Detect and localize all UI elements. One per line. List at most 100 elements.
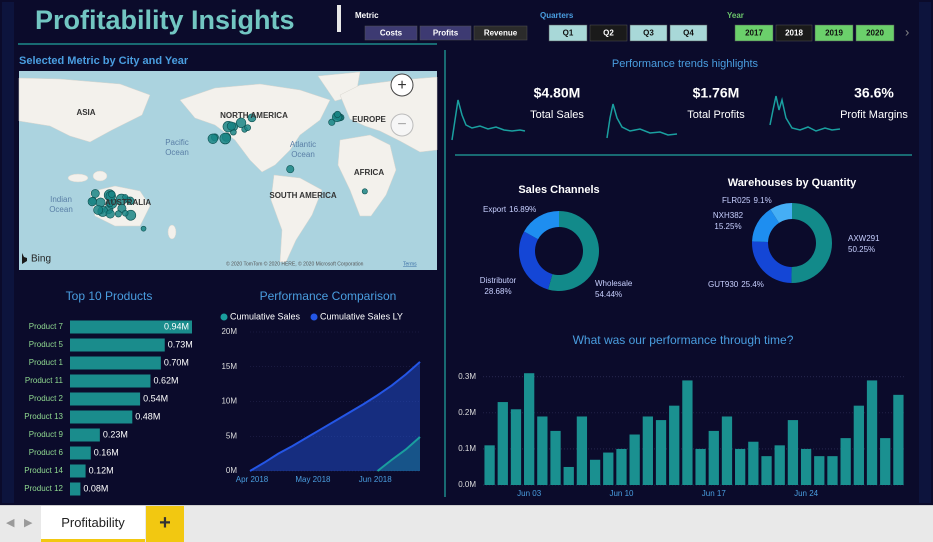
slicer-label: Quarters	[540, 11, 574, 20]
donut-slice	[752, 209, 780, 243]
category-label: Product 13	[24, 412, 63, 421]
slicer-label: Metric	[355, 11, 379, 20]
slicer-option[interactable]: 2018	[785, 29, 803, 38]
slicer-button[interactable]	[364, 25, 418, 41]
slicer-option[interactable]: Costs	[380, 29, 403, 38]
zoom-in[interactable]	[390, 73, 414, 97]
map-bubble	[226, 121, 236, 131]
slicer-label: Year	[727, 11, 744, 20]
bar	[70, 392, 141, 406]
bar	[721, 416, 733, 485]
slicer-option[interactable]: Profits	[433, 29, 459, 38]
series-area	[377, 436, 420, 471]
kpi-heading: Performance trends highlights	[612, 58, 759, 70]
donut-title: Warehouses by Quantity	[728, 177, 857, 189]
y-tick-label: 10M	[221, 397, 237, 406]
title-bar	[337, 5, 341, 32]
slicer-button[interactable]	[629, 24, 668, 42]
x-tick-label: Jun 2018	[359, 475, 392, 484]
slicer-button[interactable]	[419, 25, 472, 41]
value-label: 0.48M	[135, 411, 160, 421]
page-tab[interactable]: Profitability	[41, 506, 145, 542]
map-bubble	[219, 132, 231, 145]
category-label: Product 2	[29, 394, 64, 403]
slicer-button[interactable]	[855, 24, 895, 42]
map-terms[interactable]: Terms	[403, 261, 417, 267]
land	[179, 83, 331, 173]
zoom-out-icon[interactable]: −	[397, 116, 406, 133]
value-label: 0.73M	[168, 339, 193, 349]
x-tick-label: Jun 17	[702, 489, 727, 498]
slicer-button[interactable]	[669, 24, 708, 42]
sparkline	[606, 103, 678, 139]
chart-title: What was our performance through time?	[573, 333, 794, 347]
map-bubble	[105, 209, 115, 219]
donut-slice	[791, 202, 833, 284]
scroll-arrow[interactable]: ›	[905, 24, 909, 39]
category-label: Product 11	[25, 376, 64, 385]
slice-label: 16.89%	[509, 205, 536, 214]
side-glow	[919, 2, 931, 503]
y-tick-label: 0.2M	[458, 408, 476, 417]
ocean-label: Pacific	[165, 138, 189, 147]
slicer-option[interactable]: 2020	[866, 29, 884, 38]
map-bubble	[108, 190, 116, 198]
slice-caption: Export 16.89%	[483, 205, 536, 214]
slicer-option[interactable]: Revenue	[484, 29, 518, 38]
zoom-in-icon[interactable]: +	[397, 77, 406, 94]
dashboard: Profitability Insights › + − ASIA NORTH A…	[0, 0, 933, 505]
y-tick-label: 0M	[226, 466, 237, 475]
bar	[708, 430, 719, 485]
x-tick-label: Jun 24	[794, 489, 819, 498]
tab-scroll-left[interactable]: ◀	[6, 517, 15, 529]
slice-label: 50.25%	[848, 245, 875, 254]
bar	[563, 466, 574, 485]
bar	[853, 405, 864, 485]
map-bubble	[334, 110, 341, 118]
category-label: Product 14	[24, 466, 63, 475]
x-tick-label: May 2018	[295, 475, 331, 484]
slicer-button[interactable]	[548, 24, 588, 42]
kpi-value: 36.6%	[854, 85, 894, 101]
bar	[576, 416, 588, 485]
tab-scroll-right[interactable]: ▶	[24, 517, 33, 529]
land	[18, 77, 151, 143]
category-label: Product 12	[24, 484, 63, 493]
slicer-button[interactable]	[589, 24, 628, 42]
land	[339, 76, 438, 153]
bar	[669, 405, 680, 485]
slicer-option[interactable]: 2017	[745, 29, 763, 38]
slicer-option[interactable]: Q1	[563, 29, 574, 38]
slicer-option[interactable]: Q4	[683, 29, 694, 38]
series-area	[250, 361, 420, 471]
slicer-option[interactable]: Q3	[643, 29, 654, 38]
bar	[484, 445, 495, 485]
category-label: Product 5	[29, 340, 64, 349]
bar	[70, 410, 133, 424]
slicer-button[interactable]	[814, 24, 854, 42]
kpi-label: Total Profits	[687, 109, 745, 121]
bar	[70, 356, 161, 370]
slicer-button[interactable]	[473, 25, 528, 41]
continent-label: ASIA	[76, 108, 95, 117]
donut-slice	[547, 211, 600, 291]
slicer-option[interactable]: Q2	[603, 29, 614, 38]
slicer-option[interactable]: 2019	[825, 29, 843, 38]
land	[67, 173, 89, 183]
x-tick-label: Jun 03	[517, 489, 542, 498]
ocean-label: Ocean	[165, 148, 189, 157]
add-page[interactable]: +	[146, 506, 184, 542]
continent-label: EUROPE	[352, 115, 386, 124]
sparkline	[451, 99, 526, 141]
map[interactable]: + − ASIA NORTH AMERICA EUROPE AFRICA SOUTH A…	[18, 71, 438, 270]
slicer-button[interactable]	[775, 24, 813, 42]
donut-slice	[752, 241, 792, 283]
donut-slice	[770, 203, 792, 223]
slicer-button[interactable]	[734, 24, 774, 42]
bar	[70, 338, 165, 352]
map-bubble	[140, 225, 147, 232]
bar	[70, 320, 192, 334]
slice-name: Wholesale	[595, 279, 633, 288]
bar	[787, 420, 799, 485]
zoom-out[interactable]	[390, 113, 414, 137]
